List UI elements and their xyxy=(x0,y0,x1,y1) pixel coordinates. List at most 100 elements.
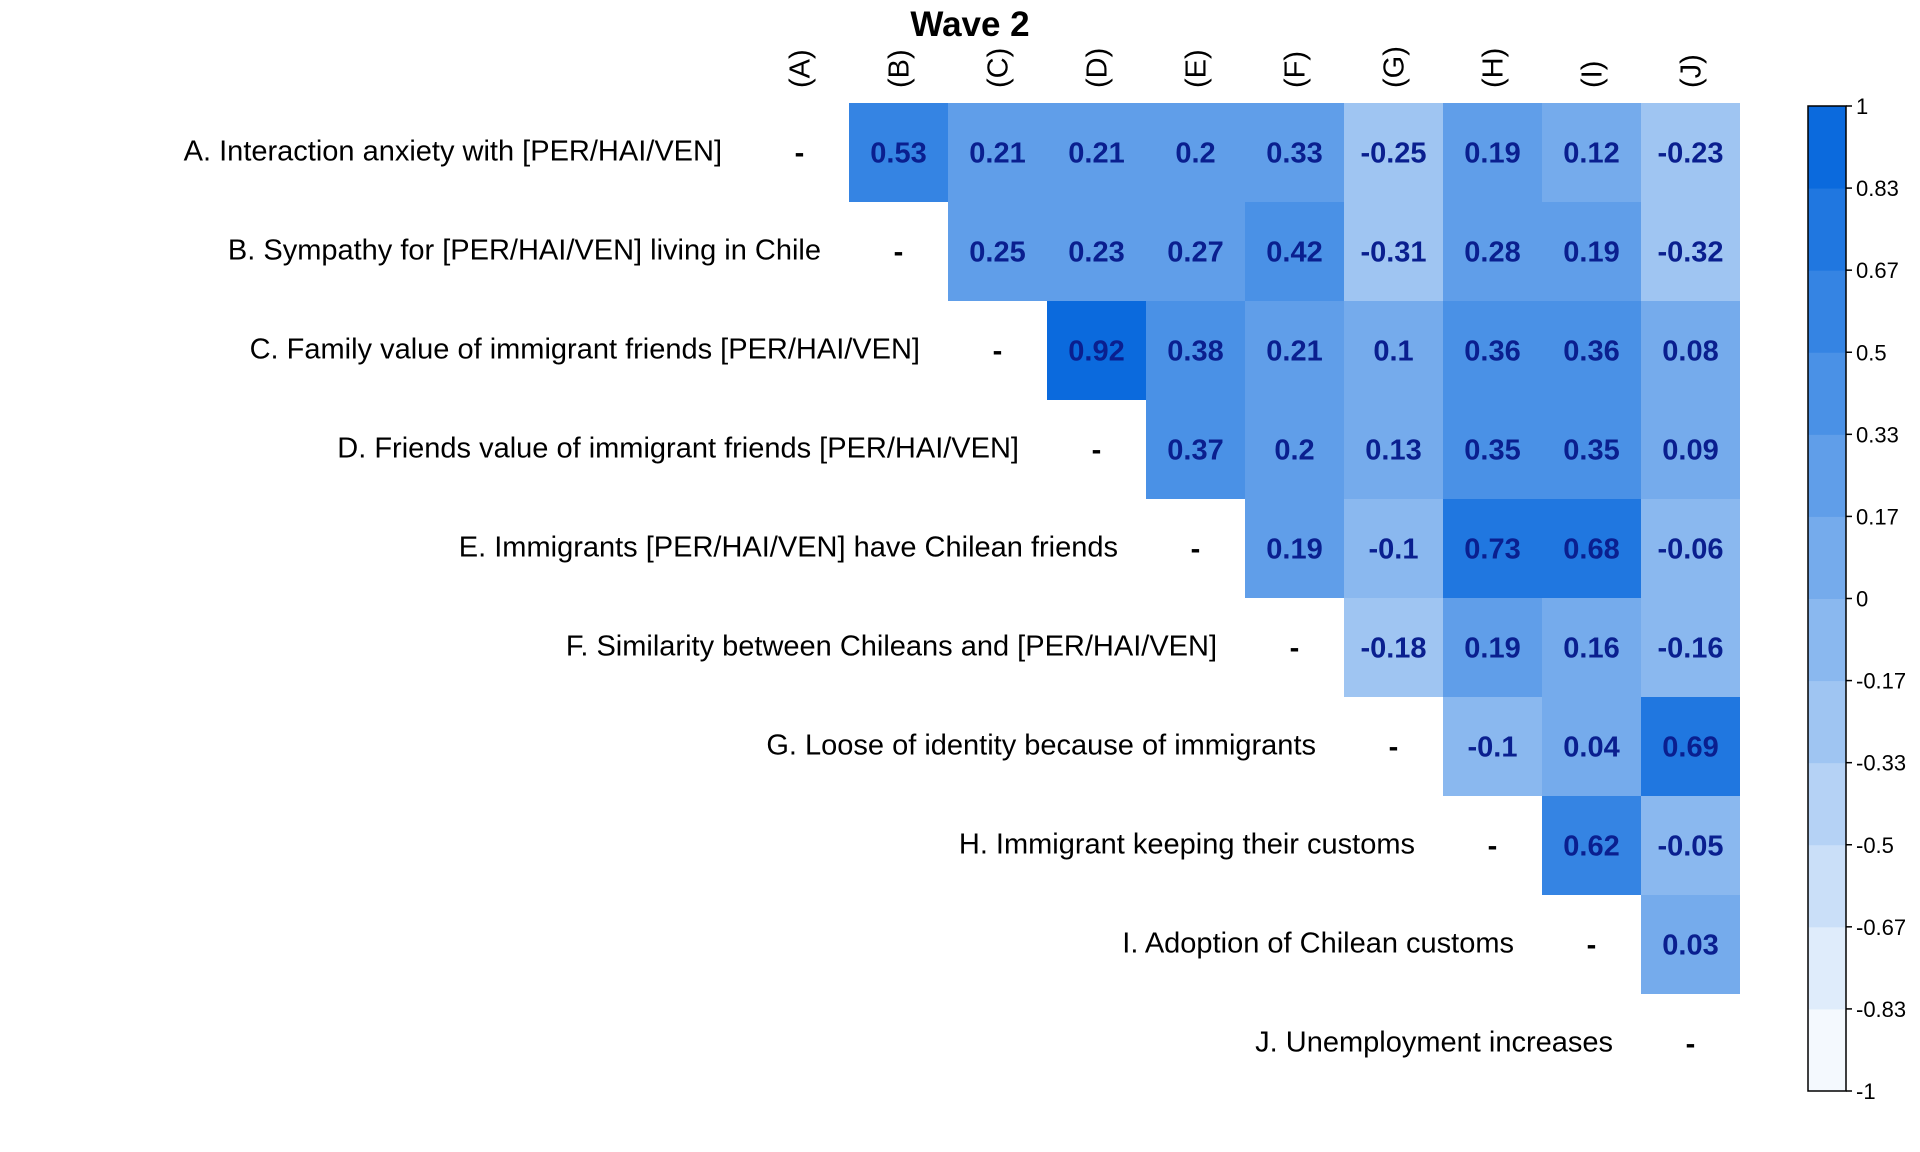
heatmap-cell xyxy=(1542,400,1641,499)
heatmap-cell xyxy=(1641,202,1740,301)
cell-value-label: 0.04 xyxy=(1563,732,1619,764)
diagonal-mark: - xyxy=(1488,831,1498,863)
cell-value-label: 0.1 xyxy=(1373,336,1413,368)
heatmap-cell xyxy=(849,103,948,202)
cell-value-label: 0.38 xyxy=(1167,336,1223,368)
heatmap-cell xyxy=(1542,301,1641,400)
color-bar-segment xyxy=(1808,106,1846,189)
cell-value-label: 0.92 xyxy=(1068,336,1124,368)
heatmap-cell xyxy=(1245,202,1344,301)
heatmap-cell xyxy=(1047,202,1146,301)
column-label: (A) xyxy=(785,49,817,88)
cell-value-label: 0.35 xyxy=(1464,435,1520,467)
heatmap-cell xyxy=(1344,598,1443,697)
heatmap-cell xyxy=(1443,202,1542,301)
column-label: (C) xyxy=(983,48,1015,88)
heatmap-cell xyxy=(1542,499,1641,598)
color-bar-tick-label: 0.67 xyxy=(1856,258,1899,283)
column-label: (D) xyxy=(1082,48,1114,88)
row-label: C. Family value of immigrant friends [PE… xyxy=(250,334,920,366)
cell-value-label: 0.69 xyxy=(1662,732,1718,764)
row-label: A. Interaction anxiety with [PER/HAI/VEN… xyxy=(184,136,722,168)
cell-value-label: 0.21 xyxy=(1068,138,1124,170)
row-label: J. Unemployment increases xyxy=(1255,1027,1613,1059)
heatmap-cell xyxy=(1641,796,1740,895)
cell-value-label: 0.42 xyxy=(1266,237,1322,269)
cell-value-label: -0.16 xyxy=(1657,633,1723,665)
heatmap-cell xyxy=(1245,103,1344,202)
heatmap-cell xyxy=(1641,697,1740,796)
color-bar-tick-label: -1 xyxy=(1856,1079,1876,1104)
cell-value-label: 0.62 xyxy=(1563,831,1619,863)
heatmap-cell xyxy=(1542,697,1641,796)
color-bar-segment xyxy=(1808,844,1846,928)
heatmap-cell xyxy=(1641,301,1740,400)
cell-value-label: 0.23 xyxy=(1068,237,1124,269)
color-bar-tick-label: 1 xyxy=(1856,94,1868,119)
cell-value-label: 0.28 xyxy=(1464,237,1520,269)
color-bar-tick-label: 0 xyxy=(1856,587,1868,612)
color-bar-tick-label: -0.67 xyxy=(1856,915,1906,940)
row-label: E. Immigrants [PER/HAI/VEN] have Chilean… xyxy=(459,532,1118,564)
heatmap-cell xyxy=(1047,301,1146,400)
heatmap-cell xyxy=(1344,202,1443,301)
heatmap-cell xyxy=(1245,499,1344,598)
heatmap-cell xyxy=(1542,796,1641,895)
heatmap-cell xyxy=(1146,400,1245,499)
column-label: (E) xyxy=(1181,49,1213,88)
row-label: I. Adoption of Chilean customs xyxy=(1122,928,1514,960)
diagonal-mark: - xyxy=(993,336,1003,368)
heatmap-cell xyxy=(1641,598,1740,697)
heatmap-cell xyxy=(1641,103,1740,202)
cell-value-label: -0.31 xyxy=(1360,237,1426,269)
cell-value-label: -0.25 xyxy=(1360,138,1426,170)
cell-value-label: -0.32 xyxy=(1657,237,1723,269)
cell-value-label: -0.23 xyxy=(1657,138,1723,170)
heatmap-cell xyxy=(1047,103,1146,202)
heatmap-cell xyxy=(1641,400,1740,499)
cell-value-label: -0.18 xyxy=(1360,633,1426,665)
row-label: F. Similarity between Chileans and [PER/… xyxy=(566,631,1217,663)
cell-value-label: 0.2 xyxy=(1274,435,1314,467)
color-bar-tick-label: 0.17 xyxy=(1856,504,1899,529)
diagonal-mark: - xyxy=(894,237,904,269)
heatmap-cell xyxy=(1443,400,1542,499)
cell-value-label: 0.33 xyxy=(1266,138,1322,170)
column-label: (I) xyxy=(1577,61,1609,88)
color-bar-tick-label: 0.33 xyxy=(1856,422,1899,447)
cell-value-label: 0.73 xyxy=(1464,534,1520,566)
cell-value-label: 0.09 xyxy=(1662,435,1718,467)
heatmap-cells: -0.53 0.21 0.21 0.2 0.33 -0.25 0.19 0.12 -0.23- 0… xyxy=(795,103,1740,1061)
heatmap-cell xyxy=(1146,103,1245,202)
color-bar-tick-label: -0.17 xyxy=(1856,669,1906,694)
column-label: (G) xyxy=(1379,46,1411,88)
chart-title: Wave 2 xyxy=(910,5,1029,44)
cell-value-label: 0.16 xyxy=(1563,633,1619,665)
heatmap-cell xyxy=(1542,598,1641,697)
diagonal-mark: - xyxy=(1290,633,1300,665)
diagonal-mark: - xyxy=(1389,732,1399,764)
cell-value-label: 0.13 xyxy=(1365,435,1421,467)
color-bar-segment xyxy=(1808,270,1846,353)
diagonal-mark: - xyxy=(1587,930,1597,962)
color-bar-segment xyxy=(1808,926,1846,1010)
color-bar-tick-label: 0.83 xyxy=(1856,176,1899,201)
heatmap-cell xyxy=(948,202,1047,301)
cell-value-label: 0.21 xyxy=(1266,336,1322,368)
heatmap-cell xyxy=(1443,499,1542,598)
cell-value-label: 0.36 xyxy=(1563,336,1619,368)
color-bar-tick-label: -0.83 xyxy=(1856,997,1906,1022)
diagonal-mark: - xyxy=(1092,435,1102,467)
cell-value-label: -0.1 xyxy=(1468,732,1518,764)
heatmap-cell xyxy=(1344,499,1443,598)
cell-value-label: 0.19 xyxy=(1464,633,1520,665)
column-labels: (A) (B) (C) (D) (E) (F) (G) (H) (I) (J) xyxy=(785,46,1708,88)
heatmap-cell xyxy=(1443,697,1542,796)
cell-value-label: 0.35 xyxy=(1563,435,1619,467)
cell-value-label: 0.53 xyxy=(870,138,926,170)
column-label: (F) xyxy=(1280,51,1312,88)
cell-value-label: 0.03 xyxy=(1662,930,1718,962)
color-bar-segment xyxy=(1808,680,1846,764)
heatmap-cell xyxy=(1344,103,1443,202)
